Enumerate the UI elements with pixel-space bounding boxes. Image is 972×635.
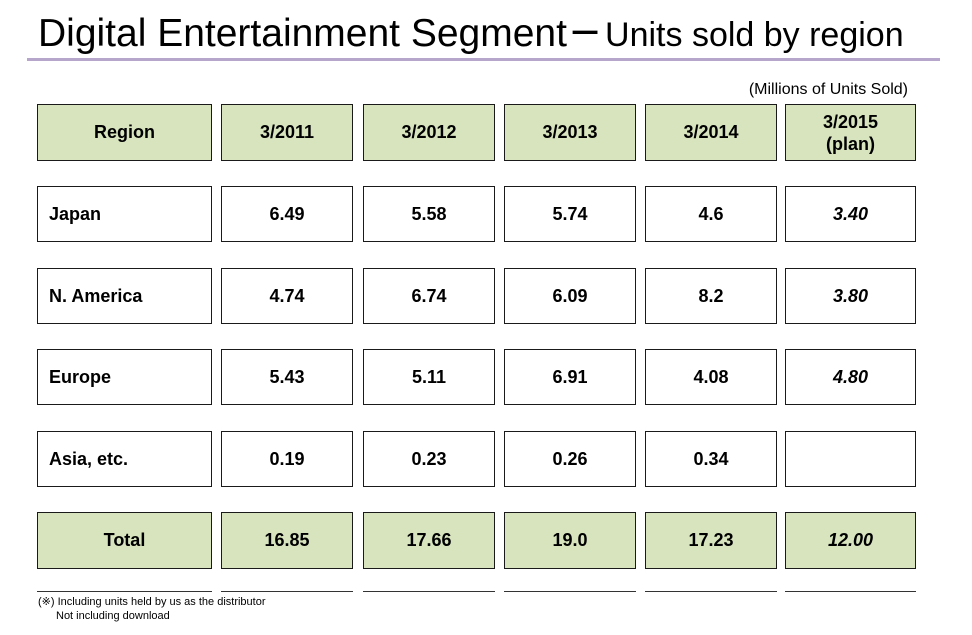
cell-n-america-3-2013: 6.09 bbox=[504, 268, 636, 324]
cell-japan-3-2014: 4.6 bbox=[645, 186, 777, 242]
column-bottom-rule bbox=[37, 591, 212, 592]
column-bottom-rule bbox=[363, 591, 495, 592]
cell-n-america-3-2014: 8.2 bbox=[645, 268, 777, 324]
table-row-total: Total 16.85 17.66 19.0 17.23 12.00 bbox=[0, 512, 972, 569]
header-cell-3-2013: 3/2013 bbox=[504, 104, 636, 161]
cell-europe-3-2012: 5.11 bbox=[363, 349, 495, 405]
header-cell-3-2011: 3/2011 bbox=[221, 104, 353, 161]
column-bottom-rule bbox=[504, 591, 636, 592]
cell-asia-3-2015-plan bbox=[785, 431, 916, 487]
cell-total-3-2014: 17.23 bbox=[645, 512, 777, 569]
column-bottom-rule bbox=[645, 591, 777, 592]
header-cell-3-2014: 3/2014 bbox=[645, 104, 777, 161]
cell-asia-label: Asia, etc. bbox=[37, 431, 212, 487]
title-underline bbox=[27, 58, 940, 61]
cell-n-america-3-2011: 4.74 bbox=[221, 268, 353, 324]
cell-japan-3-2012: 5.58 bbox=[363, 186, 495, 242]
cell-asia-3-2012: 0.23 bbox=[363, 431, 495, 487]
cell-total-3-2015-plan: 12.00 bbox=[785, 512, 916, 569]
cell-japan-3-2015-plan: 3.40 bbox=[785, 186, 916, 242]
cell-japan-label: Japan bbox=[37, 186, 212, 242]
slide-title: Digital Entertainment Segment ─ Units so… bbox=[38, 10, 904, 58]
cell-japan-3-2011: 6.49 bbox=[221, 186, 353, 242]
title-subtitle: Units sold by region bbox=[605, 16, 904, 54]
footnote-distributor: (※) Including units held by us as the di… bbox=[38, 596, 266, 608]
cell-total-3-2013: 19.0 bbox=[504, 512, 636, 569]
cell-asia-3-2013: 0.26 bbox=[504, 431, 636, 487]
header-cell-region: Region bbox=[37, 104, 212, 161]
footnote-download: Not including download bbox=[56, 610, 170, 622]
header-cell-3-2015-plan: 3/2015 (plan) bbox=[785, 104, 916, 161]
cell-europe-label: Europe bbox=[37, 349, 212, 405]
title-main: Digital Entertainment Segment bbox=[38, 12, 567, 55]
cell-europe-3-2015-plan: 4.80 bbox=[785, 349, 916, 405]
cell-europe-3-2013: 6.91 bbox=[504, 349, 636, 405]
column-bottom-rule bbox=[785, 591, 916, 592]
title-separator: ─ bbox=[572, 10, 598, 56]
cell-total-3-2011: 16.85 bbox=[221, 512, 353, 569]
table-row-japan: Japan 6.49 5.58 5.74 4.6 3.40 bbox=[0, 186, 972, 242]
cell-n-america-3-2015-plan: 3.80 bbox=[785, 268, 916, 324]
cell-total-3-2012: 17.66 bbox=[363, 512, 495, 569]
cell-europe-3-2014: 4.08 bbox=[645, 349, 777, 405]
cell-japan-3-2013: 5.74 bbox=[504, 186, 636, 242]
cell-total-label: Total bbox=[37, 512, 212, 569]
column-bottom-rule bbox=[221, 591, 353, 592]
cell-n-america-label: N. America bbox=[37, 268, 212, 324]
table-header-row: Region 3/2011 3/2012 3/2013 3/2014 3/201… bbox=[0, 104, 972, 161]
unit-label: (Millions of Units Sold) bbox=[748, 81, 908, 98]
cell-asia-3-2011: 0.19 bbox=[221, 431, 353, 487]
table-row-europe: Europe 5.43 5.11 6.91 4.08 4.80 bbox=[0, 349, 972, 405]
table-row-n-america: N. America 4.74 6.74 6.09 8.2 3.80 bbox=[0, 268, 972, 324]
cell-europe-3-2011: 5.43 bbox=[221, 349, 353, 405]
cell-asia-3-2014: 0.34 bbox=[645, 431, 777, 487]
header-cell-3-2012: 3/2012 bbox=[363, 104, 495, 161]
cell-n-america-3-2012: 6.74 bbox=[363, 268, 495, 324]
table-row-asia: Asia, etc. 0.19 0.23 0.26 0.34 bbox=[0, 431, 972, 487]
